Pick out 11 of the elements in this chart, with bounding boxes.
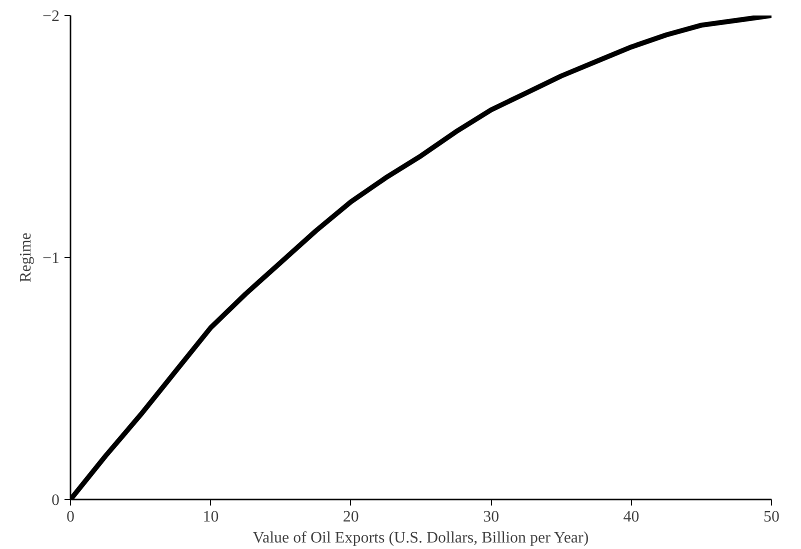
- x-tick-label: 10: [202, 508, 219, 526]
- x-tick-label: 20: [342, 508, 359, 526]
- x-tick-label: 0: [66, 508, 74, 526]
- y-axis-title: Regime: [17, 232, 34, 282]
- x-tick-label: 30: [483, 508, 500, 526]
- y-tick-label: 0: [52, 492, 60, 509]
- y-tick-label: −2: [42, 8, 60, 25]
- y-tick-label: −1: [42, 250, 60, 267]
- x-axis-title: Value of Oil Exports (U.S. Dollars, Billion per Year): [252, 530, 589, 546]
- x-tick-label: 40: [623, 508, 640, 526]
- x-tick-label: 50: [764, 508, 780, 526]
